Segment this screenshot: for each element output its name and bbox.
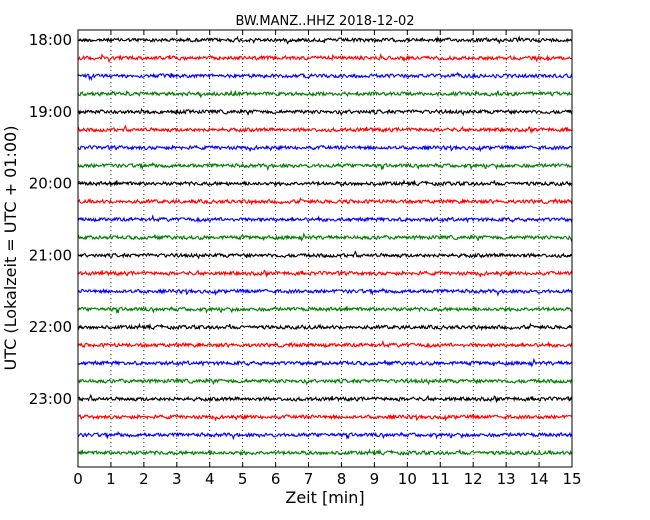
trace-row-22 — [77, 431, 573, 441]
trace-row-23 — [77, 448, 573, 457]
y-tick-label-2000: 20:00 — [29, 175, 72, 193]
trace-row-18 — [77, 357, 573, 368]
trace-row-1 — [77, 52, 573, 64]
x-tick-label-2: 2 — [139, 470, 149, 488]
x-tick-label-15: 15 — [562, 470, 581, 488]
trace-row-8 — [77, 179, 573, 187]
trace-row-14 — [77, 287, 573, 297]
trace-row-6 — [77, 144, 573, 153]
x-axis-ticks: 0 1 2 3 4 5 6 7 8 9 10 11 12 13 14 15 — [73, 30, 582, 488]
x-tick-label-7: 7 — [304, 470, 314, 488]
trace-row-13 — [77, 269, 573, 278]
x-tick-label-12: 12 — [464, 470, 483, 488]
trace-row-2 — [77, 71, 573, 82]
x-axis-label: Zeit [min] — [285, 488, 364, 507]
trace-row-0 — [78, 35, 573, 45]
trace-row-10 — [77, 213, 573, 224]
x-tick-label-1: 1 — [106, 470, 116, 488]
x-tick-label-14: 14 — [530, 470, 549, 488]
seismic-traces — [77, 35, 573, 457]
x-tick-label-11: 11 — [431, 470, 450, 488]
x-tick-label-3: 3 — [172, 470, 182, 488]
x-tick-label-6: 6 — [271, 470, 281, 488]
trace-row-16 — [77, 322, 573, 332]
trace-row-19 — [77, 377, 573, 386]
vertical-gridlines — [110, 30, 540, 467]
trace-row-4 — [77, 107, 573, 117]
chart-title: BW.MANZ..HHZ 2018-12-02 — [235, 14, 414, 29]
trace-row-3 — [77, 89, 573, 99]
x-tick-label-9: 9 — [370, 470, 380, 488]
trace-row-11 — [77, 232, 573, 243]
y-tick-label-2100: 21:00 — [29, 246, 72, 264]
trace-row-15 — [77, 306, 573, 315]
x-tick-label-0: 0 — [73, 470, 83, 488]
trace-row-17 — [77, 339, 573, 350]
y-tick-label-1900: 19:00 — [29, 103, 72, 121]
x-tick-label-5: 5 — [238, 470, 248, 488]
plot-frame — [77, 29, 573, 468]
trace-row-5 — [77, 124, 573, 135]
y-axis-ticks: 18:00 19:00 20:00 21:00 22:00 23:00 — [29, 31, 572, 408]
y-tick-label-1800: 18:00 — [29, 31, 72, 49]
trace-row-21 — [77, 413, 573, 422]
y-tick-label-2300: 23:00 — [29, 390, 72, 408]
y-axis-label: UTC (Lokalzeit = UTC + 01:00) — [1, 126, 20, 371]
trace-row-12 — [77, 250, 573, 260]
x-tick-label-8: 8 — [337, 470, 347, 488]
trace-row-20 — [77, 393, 573, 404]
x-tick-label-4: 4 — [205, 470, 215, 488]
x-tick-label-13: 13 — [497, 470, 516, 488]
y-tick-label-2200: 22:00 — [29, 318, 72, 336]
x-tick-label-10: 10 — [398, 470, 417, 488]
trace-row-7 — [77, 161, 573, 172]
trace-row-9 — [77, 196, 573, 206]
